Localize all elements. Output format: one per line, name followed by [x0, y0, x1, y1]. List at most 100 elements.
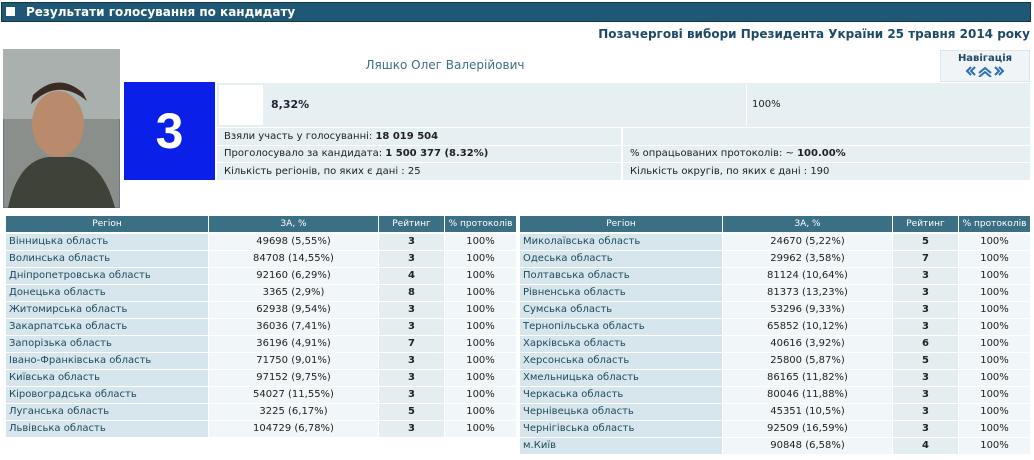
region-cell: Житомирська область — [6, 302, 208, 318]
stat-districts: Кількість округів, по яких є дані : 190 — [623, 163, 1030, 180]
region-cell: Івано-Франківська область — [6, 353, 208, 369]
votes-cell: 104729 (6,78%) — [209, 421, 378, 437]
votes-cell: 71750 (9,01%) — [209, 353, 378, 369]
votes-cell: 86165 (11,82%) — [723, 370, 892, 386]
region-cell: Чернівецька область — [520, 404, 722, 420]
votes-cell: 92160 (6,29%) — [209, 268, 378, 284]
votes-cell: 40616 (3,92%) — [723, 336, 892, 352]
candidate-photo — [3, 49, 120, 208]
protocols-cell: 100% — [959, 285, 1030, 301]
region-cell: Одеська область — [520, 251, 722, 267]
rating-cell: 3 — [893, 302, 958, 318]
region-cell: Черкаська область — [520, 387, 722, 403]
rating-cell: 7 — [893, 251, 958, 267]
page-title: Результати голосування по кандидату — [26, 5, 296, 19]
rating-cell: 3 — [379, 353, 444, 369]
votes-cell: 53296 (9,33%) — [723, 302, 892, 318]
column-header: ЗА, % — [209, 216, 378, 232]
protocols-cell: 100% — [959, 404, 1030, 420]
rating-cell: 3 — [379, 421, 444, 437]
votes-cell: 62938 (9,54%) — [209, 302, 378, 318]
protocols-cell: 100% — [445, 404, 516, 420]
rating-cell: 4 — [379, 268, 444, 284]
rating-cell: 3 — [893, 387, 958, 403]
votes-cell: 25800 (5,87%) — [723, 353, 892, 369]
rating-cell: 3 — [893, 285, 958, 301]
rating-cell: 4 — [893, 438, 958, 454]
protocols-cell: 100% — [959, 370, 1030, 386]
protocols-cell: 100% — [959, 319, 1030, 335]
divider — [746, 84, 747, 126]
protocols-cell: 100% — [959, 336, 1030, 352]
region-cell: Полтавська область — [520, 268, 722, 284]
stat-value: 1 500 377 (8.32%) — [385, 148, 489, 159]
protocols-cell: 100% — [445, 319, 516, 335]
votes-cell: 90848 (6,58%) — [723, 438, 892, 454]
votes-cell: 54027 (11,55%) — [209, 387, 378, 403]
region-cell: Дніпропетровська область — [6, 268, 208, 284]
stat-label: % опрацьованих протоколів: ~ — [630, 148, 794, 159]
protocols-cell: 100% — [445, 268, 516, 284]
protocols-cell: 100% — [445, 234, 516, 250]
column-header: Регіон — [520, 216, 722, 232]
protocols-cell: 100% — [959, 234, 1030, 250]
region-cell: Кіровоградська область — [6, 387, 208, 403]
bar-icon — [6, 7, 15, 16]
rating-cell: 5 — [893, 353, 958, 369]
rating-cell: 3 — [379, 387, 444, 403]
protocols-cell: 100% — [959, 438, 1030, 454]
stat-votes: Проголосувало за кандидата: 1 500 377 (8… — [217, 146, 621, 162]
protocols-cell: 100% — [959, 251, 1030, 267]
rating-cell: 8 — [379, 285, 444, 301]
rating-cell: 3 — [893, 319, 958, 335]
column-header: % протоколів — [445, 216, 516, 232]
protocols-cell: 100% — [959, 268, 1030, 284]
rating-cell: 5 — [379, 404, 444, 420]
votes-cell: 65852 (10,12%) — [723, 319, 892, 335]
region-cell: Рівненська область — [520, 285, 722, 301]
protocols-cell: 100% — [445, 387, 516, 403]
region-cell: Сумська область — [520, 302, 722, 318]
column-header: Рейтинг — [379, 216, 444, 232]
region-cell: Хмельницька область — [520, 370, 722, 386]
votes-cell: 3225 (6,17%) — [209, 404, 378, 420]
protocols-cell: 100% — [959, 387, 1030, 403]
protocols-cell: 100% — [445, 285, 516, 301]
stat-protocols: % опрацьованих протоколів: ~ 100.00% — [623, 146, 1030, 162]
votes-cell: 84708 (14,55%) — [209, 251, 378, 267]
protocols-cell: 100% — [959, 421, 1030, 437]
votes-cell: 80046 (11,88%) — [723, 387, 892, 403]
votes-cell: 24670 (5,22%) — [723, 234, 892, 250]
votes-cell: 3365 (2,9%) — [209, 285, 378, 301]
region-cell: Запорізька область — [6, 336, 208, 352]
candidate-percent: 8,32% — [271, 98, 310, 111]
stat-label: Проголосувало за кандидата: — [224, 148, 383, 159]
rating-cell: 6 — [893, 336, 958, 352]
rating-cell: 3 — [379, 251, 444, 267]
navigation-label: Навігація — [957, 53, 1013, 64]
votes-cell: 92509 (16,59%) — [723, 421, 892, 437]
candidate-name: Ляшко Олег Валерійович — [365, 58, 525, 72]
region-cell: Київська область — [6, 370, 208, 386]
rating-cell: 3 — [379, 302, 444, 318]
protocols-cell: 100% — [959, 302, 1030, 318]
navigation[interactable]: Навігація — [940, 50, 1030, 82]
region-cell: Херсонська область — [520, 353, 722, 369]
region-cell: Волинська область — [6, 251, 208, 267]
percent-row — [217, 83, 1030, 127]
votes-cell: 81124 (10,64%) — [723, 268, 892, 284]
subtitle: Позачергові вибори Президента України 25… — [598, 27, 1030, 41]
votes-cell: 29962 (3,58%) — [723, 251, 892, 267]
rating-cell: 3 — [893, 421, 958, 437]
votes-cell: 36196 (4,91%) — [209, 336, 378, 352]
protocols-cell: 100% — [445, 251, 516, 267]
column-header: Рейтинг — [893, 216, 958, 232]
votes-cell: 81373 (13,23%) — [723, 285, 892, 301]
rating-cell: 3 — [893, 404, 958, 420]
region-cell: Вінницька область — [6, 234, 208, 250]
stat-value: 18 019 504 — [375, 131, 439, 142]
column-header: Регіон — [6, 216, 208, 232]
navigation-arrows[interactable] — [965, 65, 1005, 77]
stat-value: 100.00% — [797, 148, 846, 159]
region-cell: Луганська область — [6, 404, 208, 420]
